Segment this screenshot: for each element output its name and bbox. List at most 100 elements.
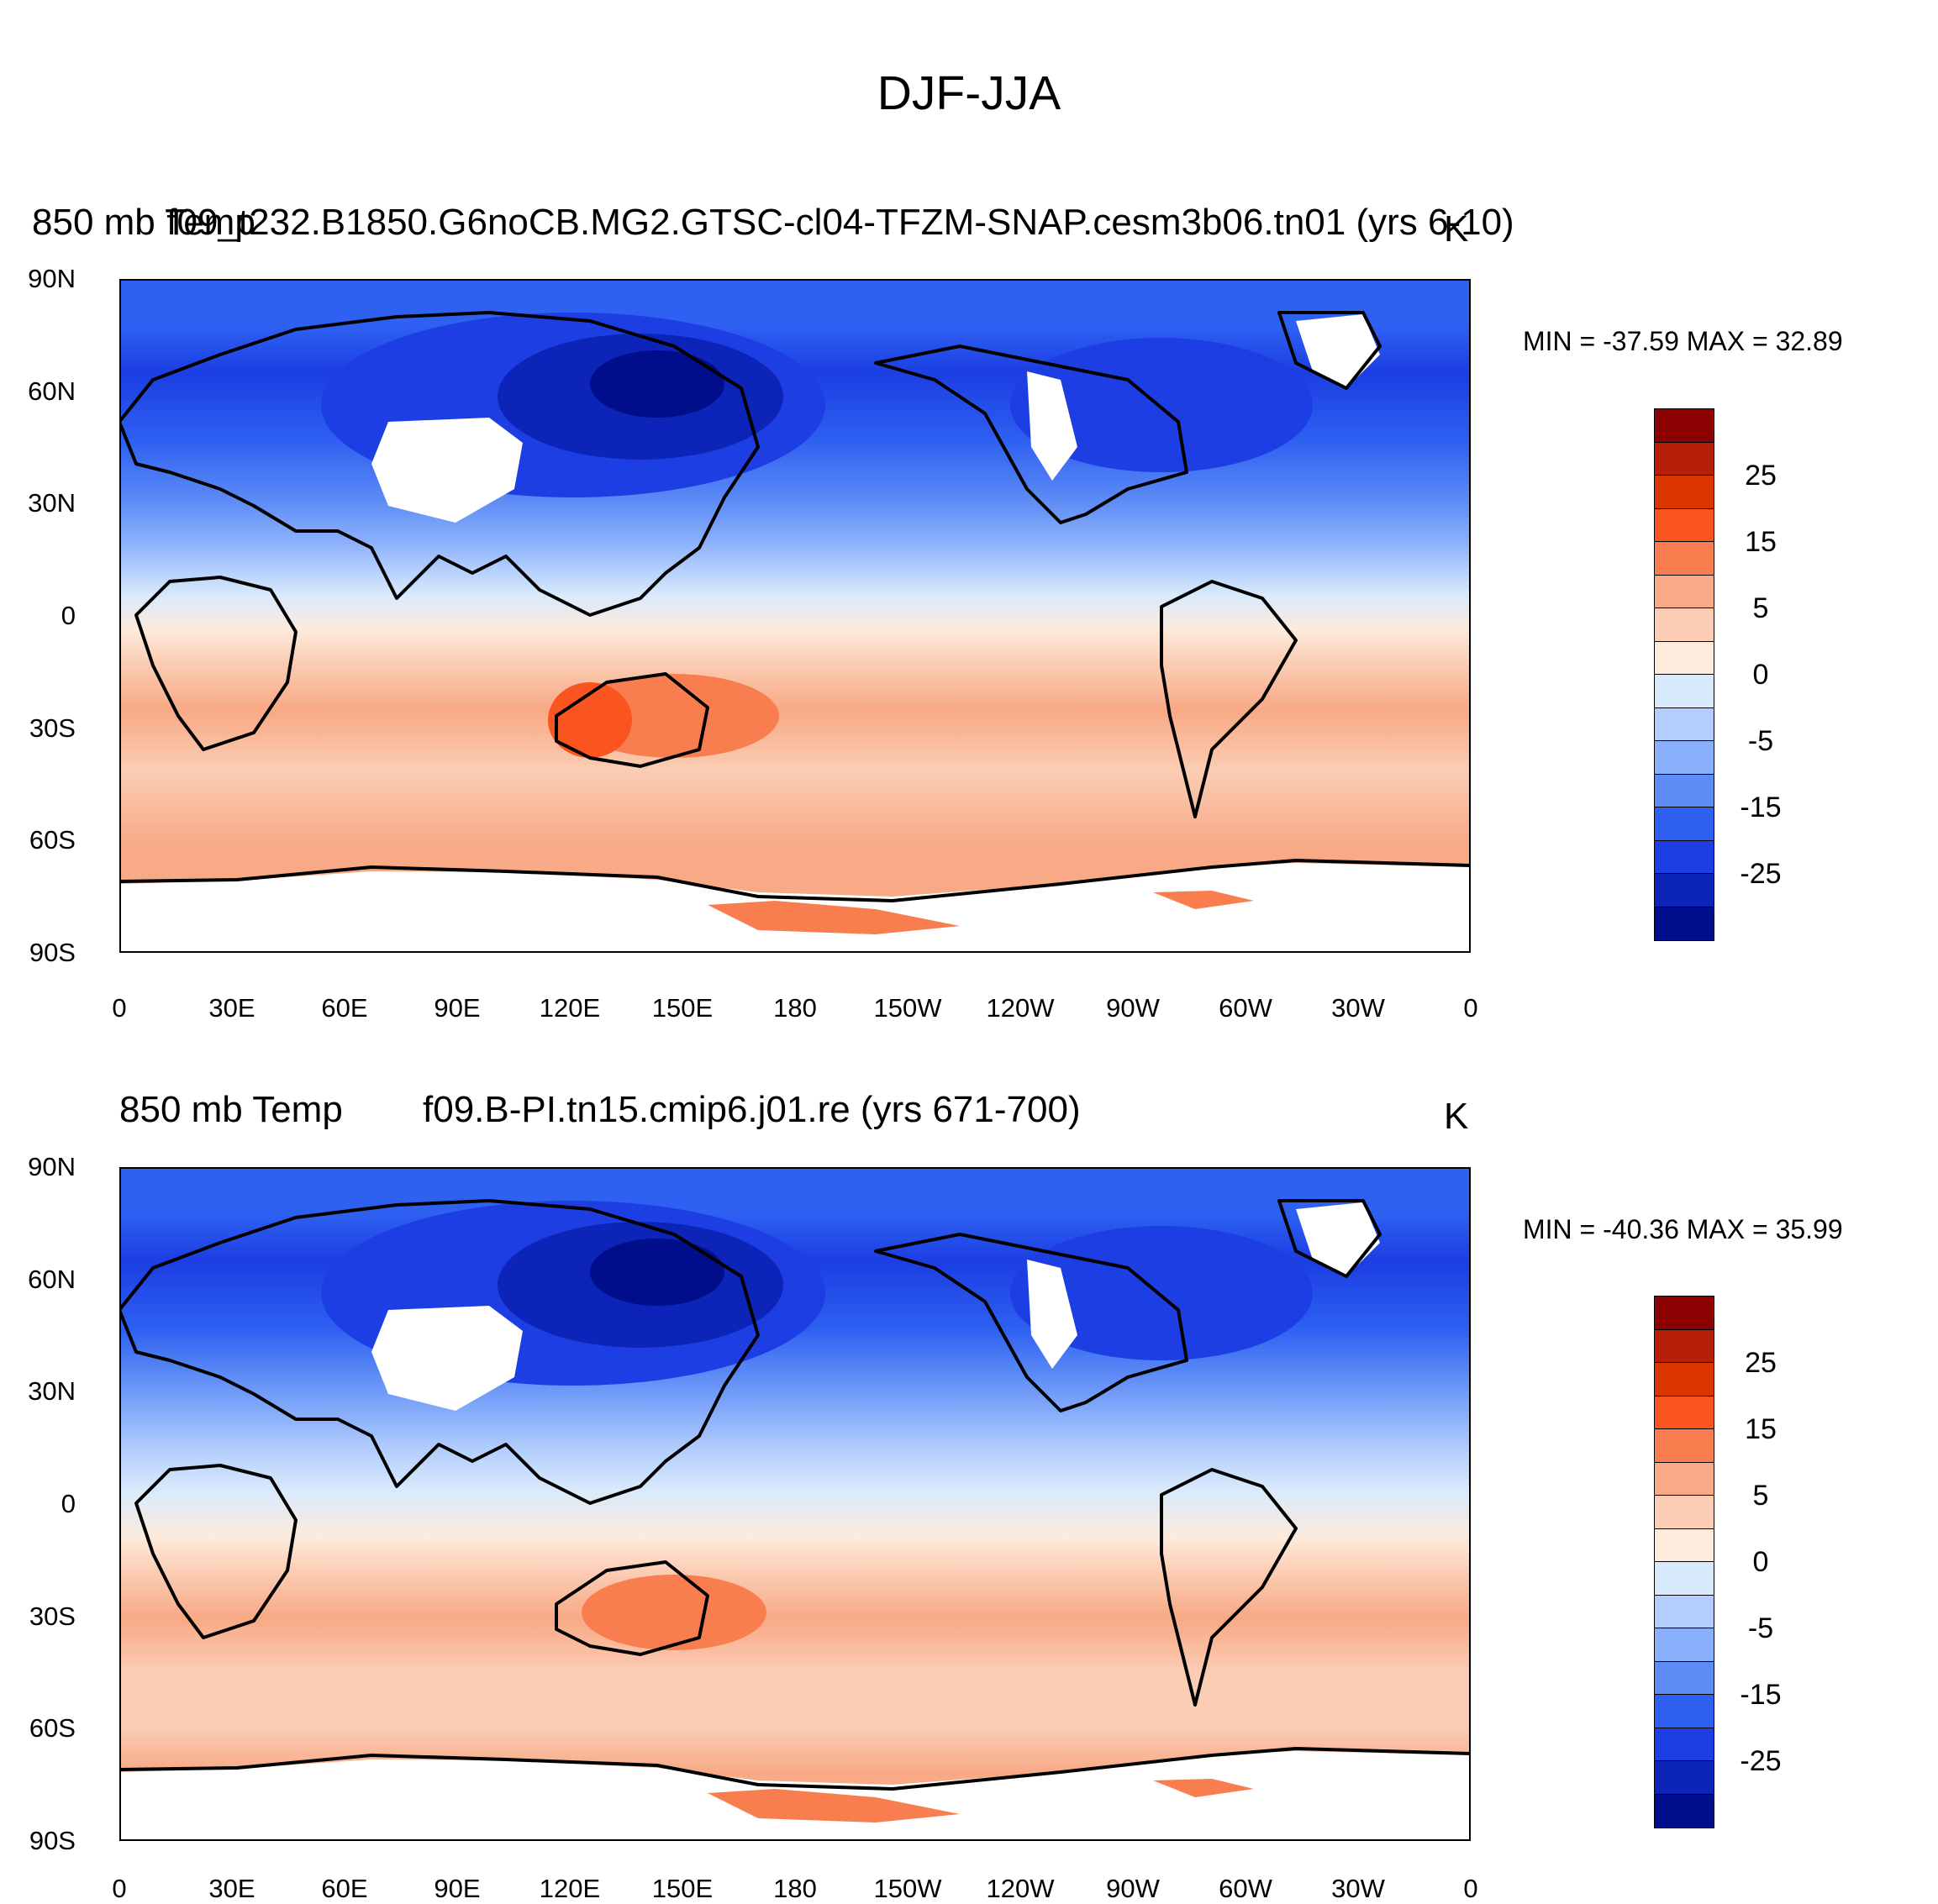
panel-2-lon-0: 0	[112, 1874, 127, 1903]
panel-2-coastlines	[119, 1199, 1471, 1791]
panel-2-lon-90e: 90E	[434, 1874, 481, 1903]
colorbar-swatch	[1655, 442, 1714, 476]
panel-1-coastlines	[119, 311, 1471, 902]
panel-1-australia-hot	[548, 682, 632, 758]
panel-2-cb-label-15: 15	[1745, 1413, 1777, 1445]
panel-1-lon-90w: 90W	[1106, 993, 1160, 1023]
colorbar-swatch	[1655, 608, 1714, 642]
panel-1-lat-30s: 30S	[29, 713, 76, 743]
panel-1-lon-0-end: 0	[1463, 993, 1478, 1023]
colorbar-swatch	[1655, 1695, 1714, 1728]
colorbar-swatch	[1655, 1528, 1714, 1562]
panel-1-colorbar	[1654, 408, 1714, 941]
colorbar-swatch	[1655, 907, 1714, 940]
panel-2-lat-30s: 30S	[29, 1602, 76, 1631]
colorbar-swatch	[1655, 542, 1714, 576]
panel-1-lat-30n: 30N	[28, 488, 76, 518]
colorbar-swatch	[1655, 675, 1714, 708]
panel-1-lon-90e: 90E	[434, 993, 481, 1023]
panel-2-lat-90s: 90S	[29, 1826, 76, 1855]
panel-1-rockies-mask	[1027, 371, 1077, 481]
panel-1-tibet-mask	[371, 418, 523, 523]
colorbar-swatch	[1655, 1363, 1714, 1396]
panel-2-lon-120w: 120W	[986, 1874, 1055, 1903]
panel-2-colorbar	[1654, 1296, 1714, 1828]
colorbar-swatch	[1655, 641, 1714, 675]
colorbar-swatch	[1655, 508, 1714, 542]
panel-2-cb-label-0: 0	[1752, 1546, 1769, 1578]
panel-2-cb-label-m5: -5	[1747, 1612, 1774, 1644]
panel-1-cold-max	[590, 350, 724, 418]
colorbar-swatch	[1655, 1628, 1714, 1662]
panel-1-lon-120e: 120E	[539, 993, 601, 1023]
panel-1-lon-150e: 150E	[651, 993, 714, 1023]
colorbar-swatch	[1655, 1329, 1714, 1363]
colorbar-swatch	[1655, 1429, 1714, 1463]
panel-2-lon-90w: 90W	[1106, 1874, 1160, 1903]
panel-2-lat-60s: 60S	[29, 1713, 76, 1743]
panel-2-units: K	[1444, 1096, 1469, 1137]
panel-1-lon-60e: 60E	[321, 993, 368, 1023]
panel-2-left-title: 850 mb Temp	[119, 1089, 343, 1130]
panel-2-lon-120e: 120E	[539, 1874, 601, 1903]
panel-2-cb-label-m25: -25	[1740, 1745, 1782, 1777]
panel-2-cb-label-5: 5	[1752, 1480, 1769, 1512]
panel-1-lon-30w: 30W	[1331, 993, 1385, 1023]
colorbar-swatch	[1655, 774, 1714, 807]
panel-1-lat-90n: 90N	[28, 264, 76, 293]
colorbar-swatch	[1655, 807, 1714, 841]
colorbar-swatch	[1655, 1661, 1714, 1695]
colorbar-swatch	[1655, 1496, 1714, 1529]
panel-1-lat-90s: 90S	[29, 938, 76, 967]
panel-2-australia-warm	[582, 1575, 766, 1650]
panel-1-lat-0: 0	[61, 601, 76, 630]
colorbar-swatch	[1655, 707, 1714, 741]
panel-1-lat-60n: 60N	[28, 376, 76, 406]
panel-1-cb-label-15: 15	[1745, 526, 1777, 558]
panel-1-lon-120w: 120W	[986, 993, 1055, 1023]
panel-1-lon-30e: 30E	[208, 993, 255, 1023]
panel-2-lon-60w: 60W	[1219, 1874, 1272, 1903]
panel-1-lon-60w: 60W	[1219, 993, 1272, 1023]
colorbar-swatch	[1655, 741, 1714, 775]
panel-2-stats: MIN = -40.36 MAX = 35.99	[1523, 1214, 1843, 1244]
panel-2-greenland-mask	[1296, 1202, 1380, 1276]
panel-2-lat-0: 0	[61, 1489, 76, 1518]
panel-2-cb-label-25: 25	[1745, 1347, 1777, 1379]
panel-1-lat-60s: 60S	[29, 825, 76, 855]
figure-title: DJF-JJA	[877, 66, 1061, 120]
panel-1-center-title: f09_t232.B1850.G6noCB.MG2.GTSC-cl04-TFZM…	[166, 202, 1514, 243]
panel-1-lon-180: 180	[773, 993, 817, 1023]
colorbar-swatch	[1655, 1462, 1714, 1496]
panel-2-center-title: f09.B-PI.tn15.cmip6.j01.re (yrs 671-700)	[423, 1089, 1081, 1130]
colorbar-swatch	[1655, 840, 1714, 874]
panel-2-antarctic-warm-2	[1153, 1779, 1254, 1797]
panel-2-antarctic-warm-1	[708, 1789, 960, 1822]
panel-2-map	[119, 1167, 1471, 1841]
panel-1-left-title: 850 mb Temp	[32, 202, 255, 243]
colorbar-swatch	[1655, 1794, 1714, 1828]
panel-1-antarctic-warm-1	[708, 901, 960, 934]
panel-2-lon-30w: 30W	[1331, 1874, 1385, 1903]
panel-1-greenland-mask	[1296, 314, 1380, 388]
colorbar-swatch	[1655, 575, 1714, 608]
panel-2-tibet-mask	[371, 1306, 523, 1411]
panel-1-cb-label-m15: -15	[1740, 792, 1782, 823]
panel-1-units: K	[1444, 208, 1469, 250]
panel-2-lat-90n: 90N	[28, 1152, 76, 1181]
panel-1-cb-label-25: 25	[1745, 460, 1777, 492]
panel-2-lon-150e: 150E	[651, 1874, 714, 1903]
colorbar-swatch	[1655, 1297, 1714, 1330]
panel-1-stats: MIN = -37.59 MAX = 32.89	[1523, 326, 1843, 356]
panel-1-cb-label-5: 5	[1752, 592, 1769, 624]
panel-1-cb-label-m25: -25	[1740, 858, 1782, 890]
panel-2-lon-150w: 150W	[873, 1874, 942, 1903]
colorbar-swatch	[1655, 874, 1714, 907]
colorbar-swatch	[1655, 476, 1714, 509]
colorbar-swatch	[1655, 409, 1714, 443]
panel-2-lon-30e: 30E	[208, 1874, 255, 1903]
panel-2-lon-0-end: 0	[1463, 1874, 1478, 1903]
panel-1-lon-0: 0	[112, 993, 127, 1023]
colorbar-swatch	[1655, 1761, 1714, 1795]
panel-2-lat-60n: 60N	[28, 1265, 76, 1294]
